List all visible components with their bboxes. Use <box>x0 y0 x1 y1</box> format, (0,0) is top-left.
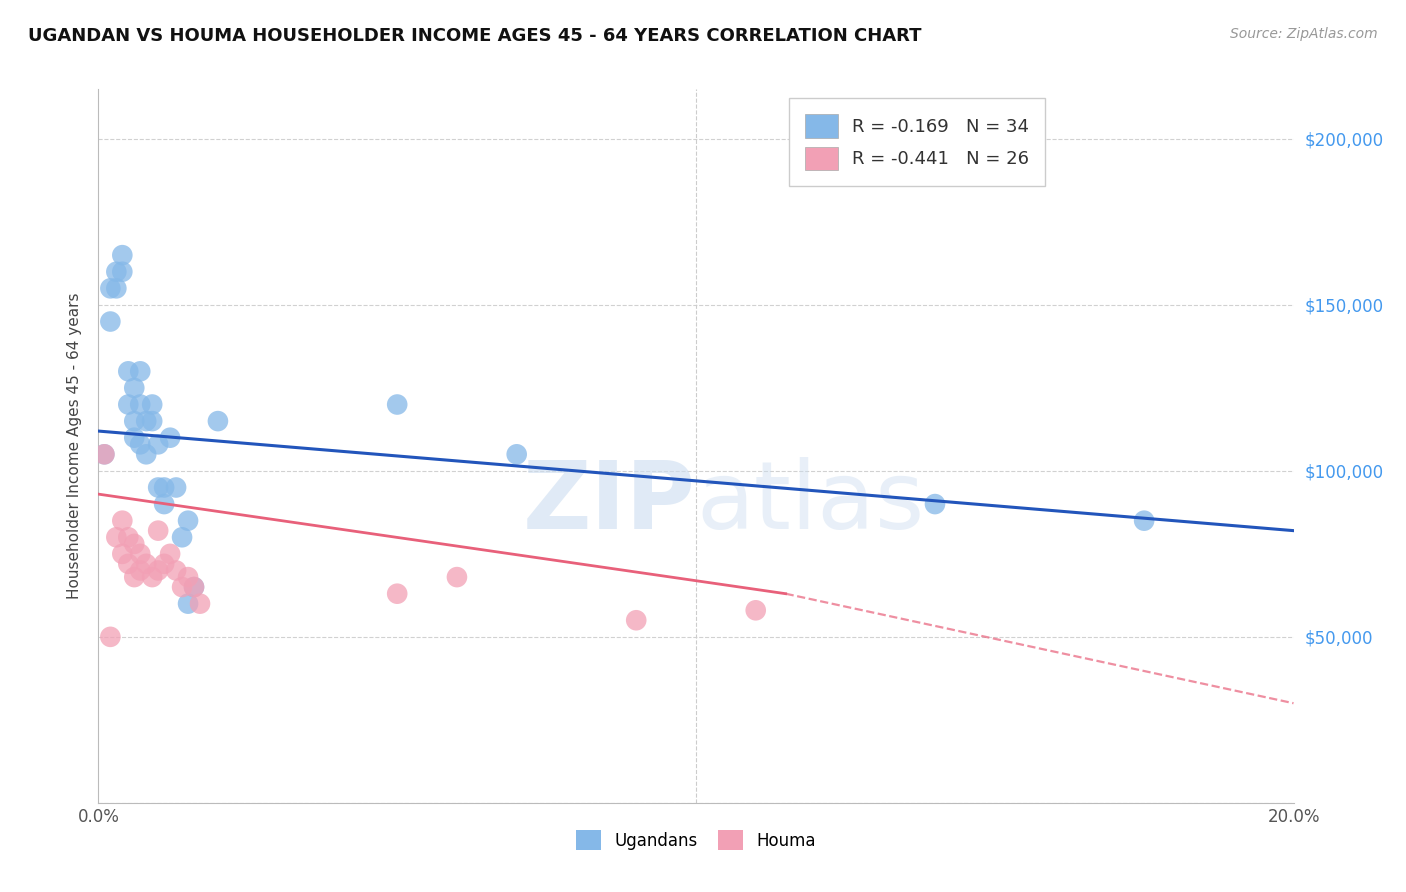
Point <box>124 381 146 395</box>
Point <box>117 557 139 571</box>
Point <box>385 397 409 411</box>
Point <box>105 530 128 544</box>
Point <box>111 514 134 528</box>
Point <box>1133 514 1156 528</box>
Point <box>129 547 152 561</box>
Point <box>111 248 134 262</box>
Text: ZIP: ZIP <box>523 457 696 549</box>
Point <box>141 570 163 584</box>
Point <box>124 414 146 428</box>
Point <box>135 414 157 428</box>
Point <box>188 597 211 611</box>
Point <box>924 497 946 511</box>
Point <box>117 364 139 378</box>
Point <box>148 524 170 538</box>
Point <box>111 265 134 279</box>
Point <box>506 447 529 461</box>
Point <box>141 414 163 428</box>
Point <box>153 557 176 571</box>
Point <box>93 447 115 461</box>
Point <box>159 547 181 561</box>
Point <box>153 497 176 511</box>
Point <box>165 564 187 578</box>
Point <box>111 547 134 561</box>
Point <box>148 564 170 578</box>
Point <box>446 570 468 584</box>
Text: UGANDAN VS HOUMA HOUSEHOLDER INCOME AGES 45 - 64 YEARS CORRELATION CHART: UGANDAN VS HOUMA HOUSEHOLDER INCOME AGES… <box>28 27 921 45</box>
Point <box>129 397 152 411</box>
Point <box>745 603 768 617</box>
Point <box>183 580 205 594</box>
Point <box>93 447 115 461</box>
Point <box>141 397 163 411</box>
Point <box>129 564 152 578</box>
Point <box>148 437 170 451</box>
Point <box>385 587 409 601</box>
Legend: Ugandans, Houma: Ugandans, Houma <box>568 822 824 859</box>
Point <box>129 437 152 451</box>
Text: atlas: atlas <box>696 457 924 549</box>
Point <box>148 481 170 495</box>
Point <box>177 597 200 611</box>
Point <box>135 557 157 571</box>
Point <box>159 431 181 445</box>
Point <box>135 447 157 461</box>
Point <box>207 414 229 428</box>
Point <box>100 281 122 295</box>
Point <box>100 314 122 328</box>
Point <box>153 481 176 495</box>
Point <box>172 530 194 544</box>
Point <box>124 431 146 445</box>
Point <box>129 364 152 378</box>
Point <box>105 265 128 279</box>
Point <box>172 580 194 594</box>
Y-axis label: Householder Income Ages 45 - 64 years: Householder Income Ages 45 - 64 years <box>67 293 83 599</box>
Point <box>117 397 139 411</box>
Point <box>124 570 146 584</box>
Point <box>183 580 205 594</box>
Point <box>100 630 122 644</box>
Point <box>105 281 128 295</box>
Point <box>124 537 146 551</box>
Text: Source: ZipAtlas.com: Source: ZipAtlas.com <box>1230 27 1378 41</box>
Point <box>626 613 648 627</box>
Point <box>177 570 200 584</box>
Point <box>165 481 187 495</box>
Point <box>117 530 139 544</box>
Point <box>177 514 200 528</box>
